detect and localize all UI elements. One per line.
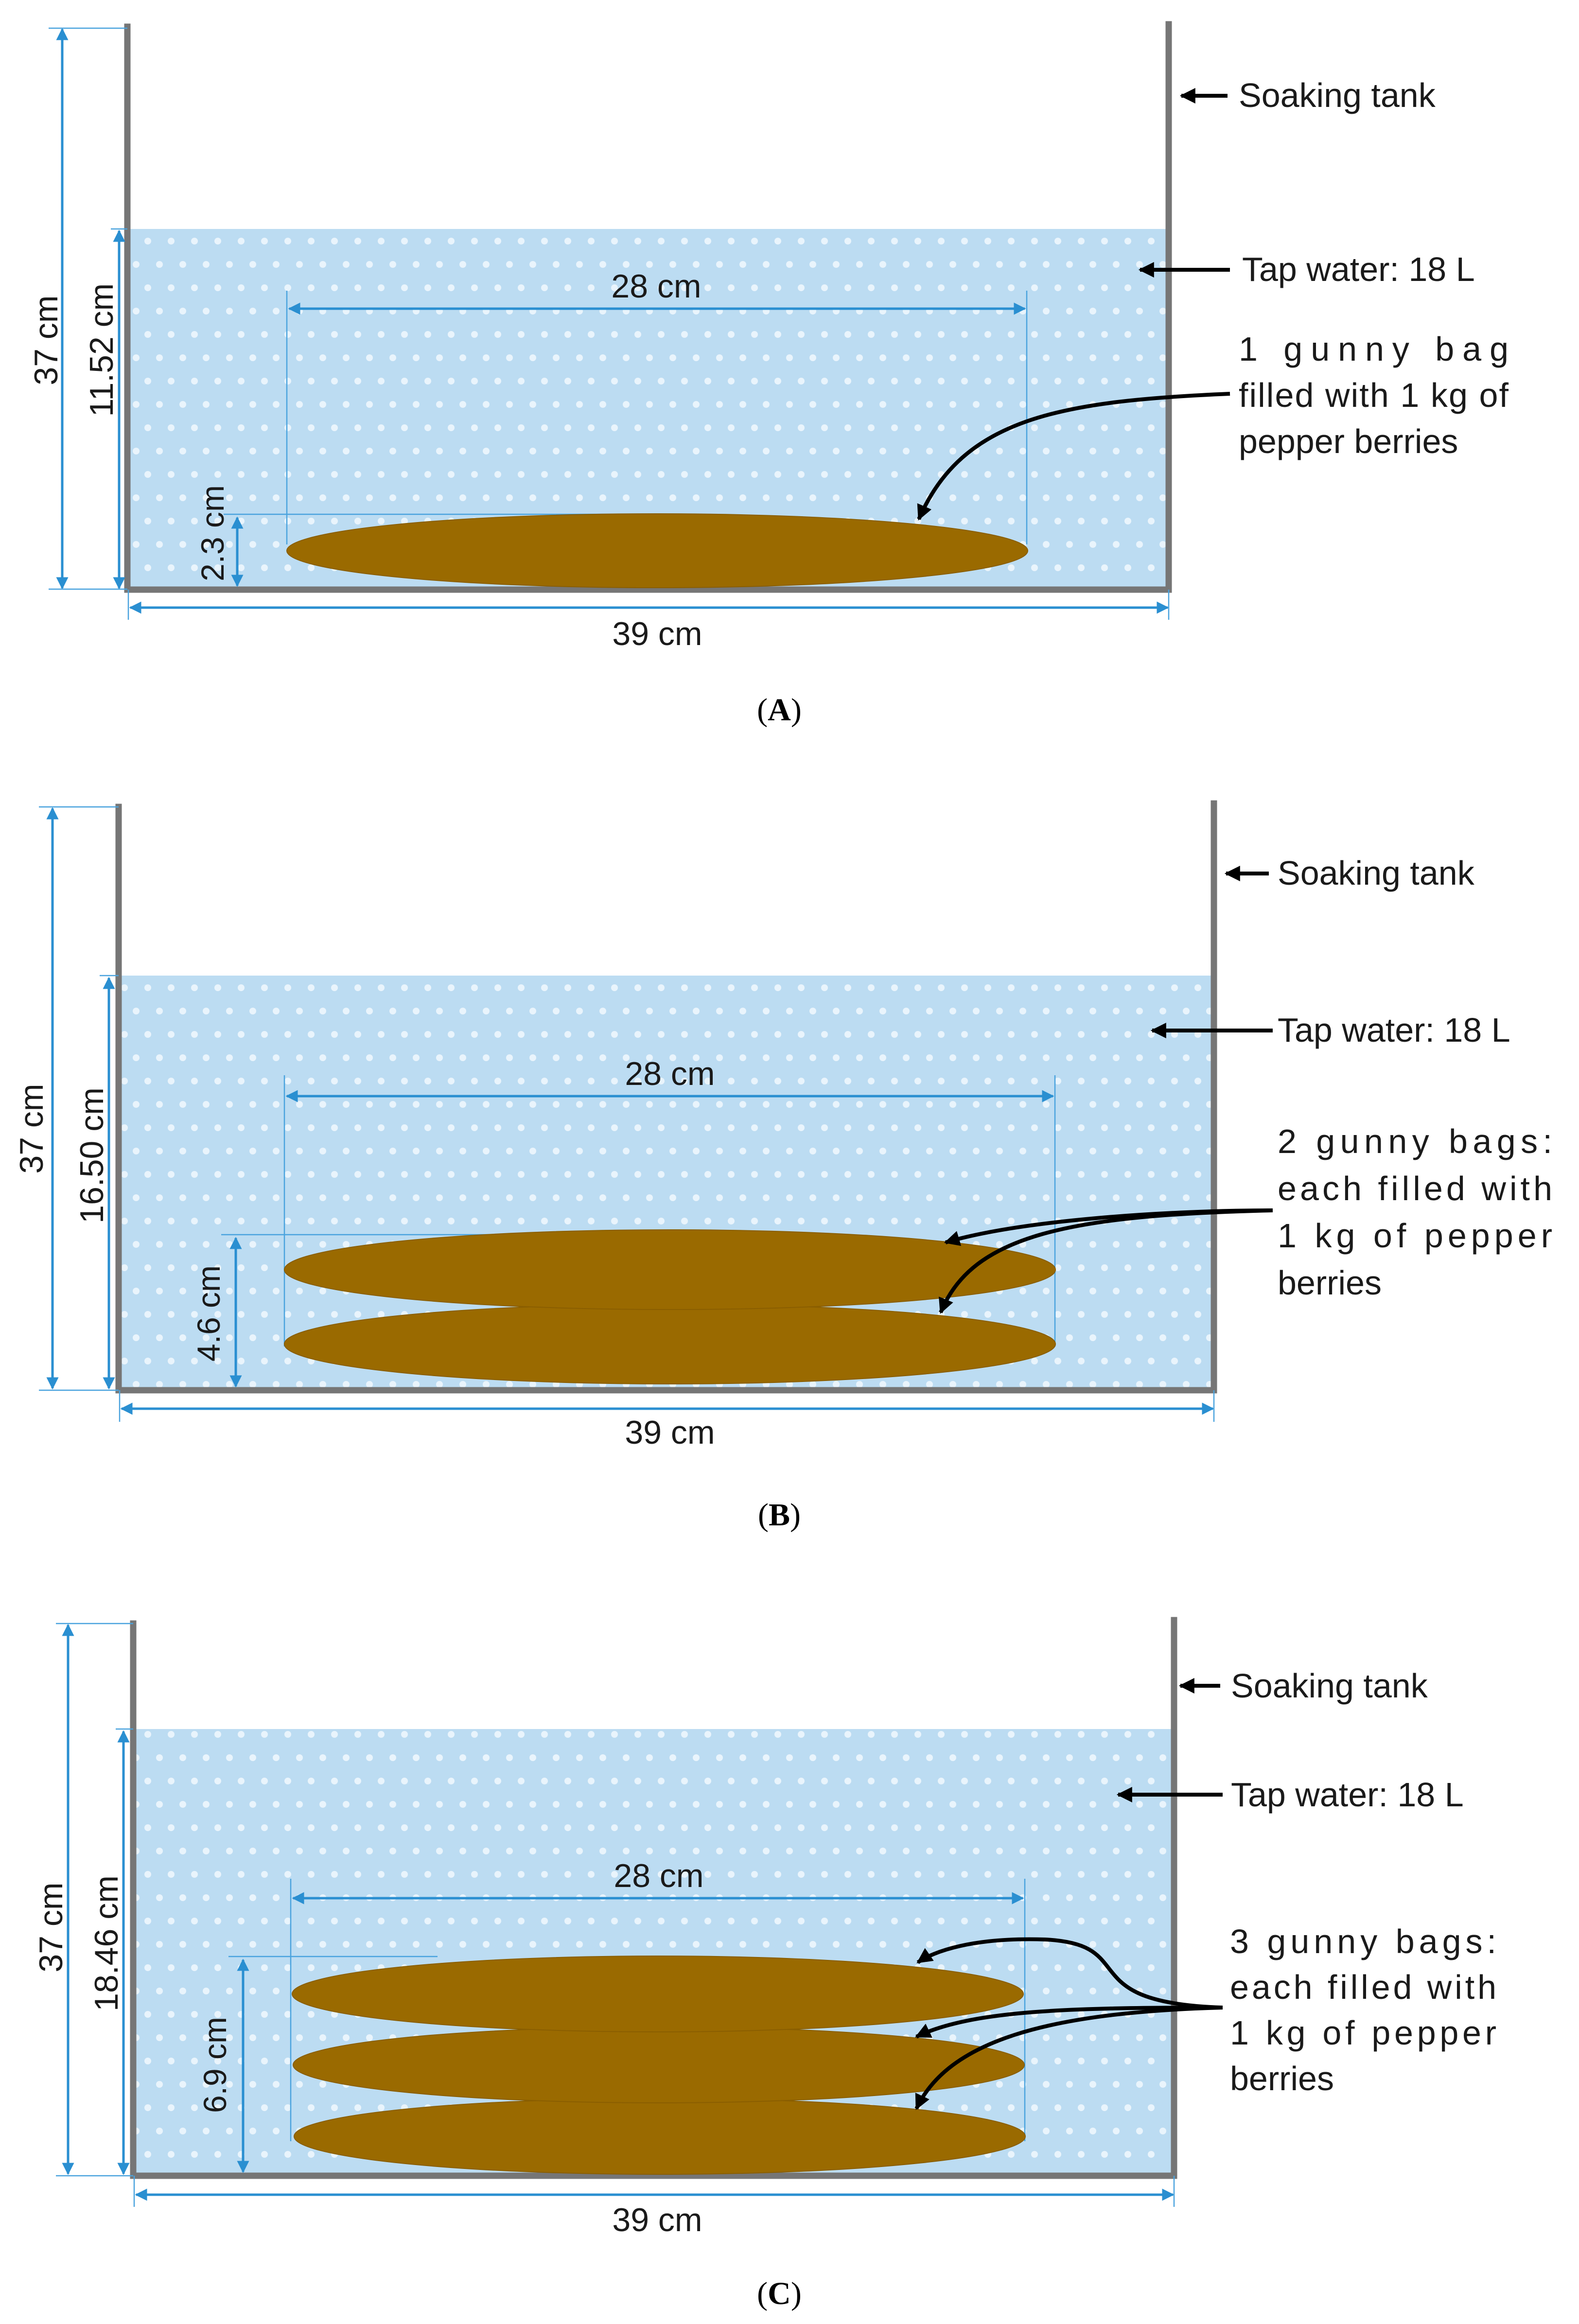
svg-text:3 gunny bags:: 3 gunny bags:: [1230, 1922, 1496, 1960]
panel-c: 37 cm 18.46 cm 28 cm 6.9 cm 39 cm Soakin…: [33, 1617, 1496, 2311]
tank-width-label: 39 cm: [625, 1414, 715, 1451]
svg-text:1 kg of pepper: 1 kg of pepper: [1278, 1217, 1552, 1255]
tank-walls: [124, 21, 1172, 593]
bag-length-label: 28 cm: [625, 1055, 715, 1092]
panel-a: 37 cm 11.52 cm 28 cm 2.3 cm 39 cm Soakin…: [28, 21, 1509, 728]
svg-text:1 kg of pepper: 1 kg of pepper: [1230, 2014, 1496, 2052]
svg-text:pepper berries: pepper berries: [1239, 422, 1458, 460]
bag-pointer-arrow: [916, 1937, 1223, 2009]
tank-label: Soaking tank: [1239, 76, 1436, 114]
water-height-label: 16.50 cm: [73, 1087, 110, 1223]
svg-text:berries: berries: [1278, 1264, 1382, 1302]
svg-text:berries: berries: [1230, 2060, 1334, 2097]
panel-caption: (A): [757, 692, 802, 728]
tank-height-label: 37 cm: [33, 1882, 70, 1972]
panel-b: 37 cm 16.50 cm 28 cm 4.6 cm 39 cm Soakin…: [13, 800, 1552, 1533]
bag-pointer-arrow: [917, 392, 1230, 521]
tank-label: Soaking tank: [1278, 854, 1475, 892]
tank-walls: [115, 800, 1217, 1394]
bag-stack-label: 6.9 cm: [197, 2017, 233, 2113]
tank-walls: [130, 1617, 1177, 2179]
water-height-label: 18.46 cm: [88, 1875, 125, 2011]
gunny-bag: [292, 1956, 1024, 2032]
water-height-label: 11.52 cm: [83, 283, 120, 417]
bag-length-label: 28 cm: [611, 268, 701, 305]
bag-note: 2 gunny bags: each filled with 1 kg of p…: [1278, 1122, 1552, 1302]
tank-width-label: 39 cm: [612, 615, 702, 652]
panel-caption: (C): [757, 2276, 802, 2311]
gunny-bag: [293, 2027, 1025, 2103]
bag-length-label: 28 cm: [614, 1857, 703, 1894]
tank-label: Soaking tank: [1231, 1667, 1428, 1705]
tank-height-label: 37 cm: [28, 295, 65, 385]
water-label: Tap water: 18 L: [1231, 1776, 1464, 1814]
svg-text:2 gunny bags:: 2 gunny bags:: [1278, 1122, 1552, 1160]
bag-stack-label: 2.3 cm: [194, 485, 230, 581]
bag-pointer-arrow: [915, 2006, 1223, 2039]
svg-text:filled with 1 kg of: filled with 1 kg of: [1239, 376, 1509, 414]
panel-caption: (B): [758, 1497, 801, 1533]
gunny-bag: [284, 1229, 1056, 1310]
water-label: Tap water: 18 L: [1278, 1011, 1510, 1049]
tank-height-label: 37 cm: [13, 1083, 50, 1173]
svg-text:each filled with: each filled with: [1278, 1170, 1552, 1207]
water-label: Tap water: 18 L: [1242, 250, 1475, 288]
svg-text:each filled with: each filled with: [1230, 1968, 1496, 2006]
bag-stack-label: 4.6 cm: [191, 1265, 227, 1362]
gunny-bag: [294, 2098, 1026, 2175]
gunny-bag: [286, 513, 1028, 588]
bag-pointer-arrow: [914, 2006, 1223, 2110]
bag-note: 1 gunny bag filled with 1 kg of pepper b…: [1239, 330, 1509, 460]
svg-text:1 gunny bag: 1 gunny bag: [1239, 330, 1509, 368]
tank-width-label: 39 cm: [612, 2202, 702, 2238]
bag-pointer-arrow: [939, 1208, 1273, 1314]
bag-note: 3 gunny bags: each filled with 1 kg of p…: [1230, 1922, 1496, 2097]
gunny-bag: [284, 1304, 1056, 1384]
